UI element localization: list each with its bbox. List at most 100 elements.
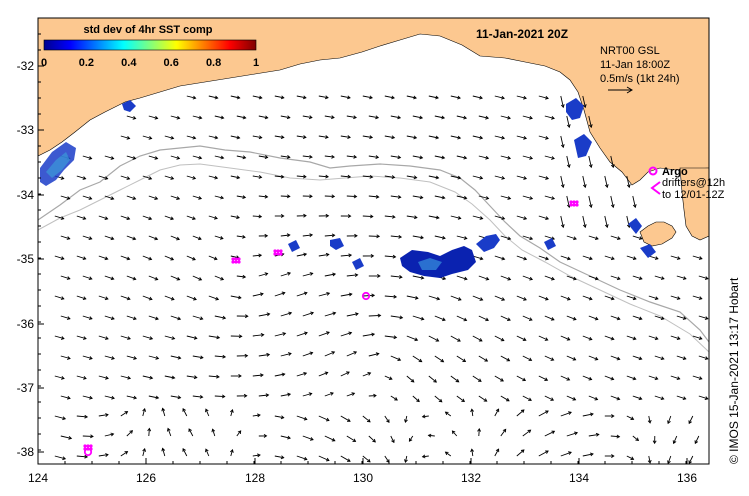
- current-arrow: [544, 275, 555, 280]
- current-arrow: [610, 315, 620, 320]
- current-arrow: [54, 215, 64, 220]
- current-arrow: [698, 355, 708, 360]
- current-arrow-head: [550, 397, 555, 401]
- current-arrow: [588, 433, 599, 437]
- current-arrow-head: [478, 338, 483, 342]
- legend-tick-label: 0.8: [206, 57, 221, 69]
- current-arrow: [98, 454, 109, 457]
- current-arrow: [626, 455, 634, 460]
- current-arrow-head: [435, 95, 439, 100]
- current-arrow-head: [523, 135, 528, 140]
- current-arrow-head: [88, 156, 93, 160]
- current-arrow-head: [529, 236, 534, 241]
- current-arrow-head: [419, 195, 424, 200]
- current-arrow: [445, 411, 452, 417]
- sst-patch-mid-a: [330, 238, 344, 250]
- current-arrow: [472, 175, 483, 179]
- current-arrow-head: [397, 195, 402, 199]
- current-arrow-head: [176, 196, 181, 200]
- current-arrow: [230, 409, 233, 417]
- current-arrow-head: [485, 115, 490, 120]
- current-arrow-head: [611, 414, 615, 418]
- current-arrow-head: [573, 276, 577, 281]
- current-arrow: [522, 429, 531, 437]
- current-arrow: [582, 255, 593, 260]
- current-arrow: [148, 428, 150, 437]
- current-arrow: [230, 175, 240, 179]
- current-arrow: [362, 95, 373, 99]
- current-arrow-head: [433, 379, 437, 383]
- current-arrow-head: [477, 428, 482, 432]
- current-arrow: [258, 313, 270, 317]
- sst-patch-west-inner: [46, 152, 70, 178]
- current-arrow: [192, 355, 203, 359]
- current-arrow: [566, 235, 577, 240]
- current-arrow: [274, 175, 284, 178]
- current-arrow-head: [413, 95, 417, 100]
- current-arrow-head: [126, 135, 131, 140]
- drifter-track-point: [234, 260, 238, 264]
- current-arrow: [428, 135, 439, 139]
- current-arrow: [412, 395, 420, 402]
- current-arrow: [82, 155, 92, 160]
- current-arrow-head: [545, 176, 550, 180]
- current-arrow-head: [222, 354, 227, 359]
- current-arrow-head: [282, 332, 287, 336]
- current-arrow-head: [520, 449, 525, 453]
- drifter-track-point: [86, 444, 90, 448]
- current-arrow: [230, 215, 240, 219]
- sst-patch-mid-c: [288, 240, 300, 252]
- current-arrow: [478, 155, 489, 159]
- current-arrow-head: [616, 276, 621, 281]
- current-arrow-head: [550, 357, 555, 361]
- current-arrow: [582, 295, 593, 300]
- current-arrow-head: [375, 155, 380, 160]
- current-arrow-head: [266, 312, 271, 317]
- current-arrow-head: [529, 196, 534, 200]
- current-arrow: [280, 115, 290, 119]
- x-tick-label: 126: [136, 471, 156, 485]
- current-arrow-head: [632, 204, 637, 209]
- current-arrow: [252, 95, 262, 99]
- current-arrow: [566, 115, 570, 128]
- drifter-track-point: [575, 200, 579, 204]
- current-arrow: [434, 195, 445, 199]
- current-arrow: [346, 392, 355, 397]
- current-arrow-head: [132, 156, 137, 160]
- current-arrow: [346, 435, 356, 442]
- current-arrow: [148, 115, 158, 119]
- current-arrow: [698, 395, 708, 400]
- current-arrow-head: [694, 440, 699, 445]
- drifter-track-point: [83, 447, 87, 451]
- current-arrow-head: [264, 233, 269, 238]
- current-arrow-head: [229, 448, 234, 453]
- current-arrow: [478, 355, 488, 362]
- current-arrow: [98, 255, 108, 260]
- current-arrow-head: [177, 316, 182, 321]
- current-arrow-head: [682, 316, 687, 320]
- current-arrow: [280, 155, 290, 158]
- y-tick-label: -37: [17, 381, 35, 395]
- current-arrow-head: [347, 135, 351, 140]
- current-arrow-head: [60, 296, 65, 300]
- current-arrow-head: [414, 337, 419, 342]
- current-arrow-head: [193, 375, 198, 380]
- current-arrow-head: [155, 316, 159, 321]
- current-arrow: [588, 275, 599, 280]
- current-arrow: [164, 335, 175, 340]
- current-arrow: [126, 195, 136, 200]
- current-arrow-head: [126, 256, 131, 261]
- current-arrow: [428, 295, 440, 300]
- current-arrow-head: [176, 236, 181, 241]
- current-arrow-head: [528, 357, 533, 362]
- current-arrow-head: [652, 440, 657, 445]
- current-arrow: [340, 332, 352, 337]
- current-arrow-head: [259, 292, 264, 297]
- current-arrow: [296, 175, 306, 178]
- current-arrow-head: [457, 135, 462, 140]
- drifter-track-point: [276, 249, 280, 253]
- current-arrow-head: [551, 156, 555, 160]
- current-arrow-head: [176, 277, 181, 281]
- current-arrow-head: [545, 450, 549, 454]
- current-arrow-head: [566, 164, 571, 169]
